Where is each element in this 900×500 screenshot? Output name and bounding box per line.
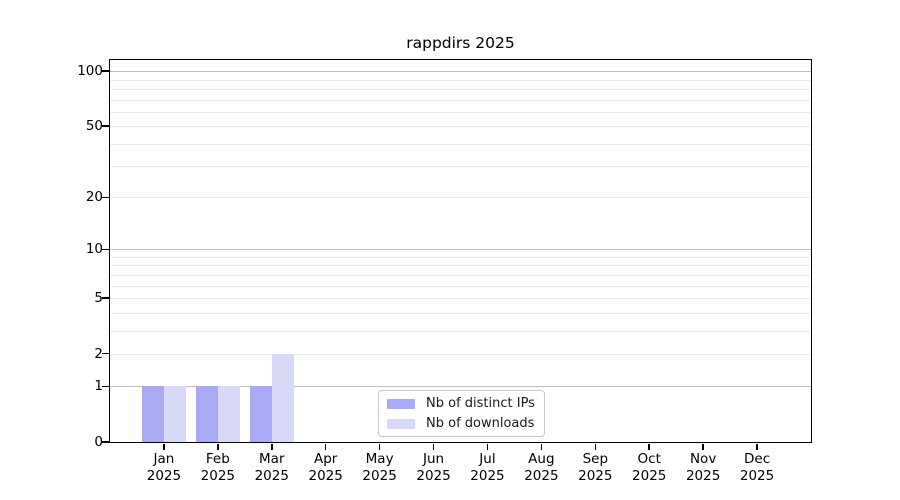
gridline — [110, 143, 811, 145]
x-tick-mark — [163, 443, 165, 450]
x-tick-label: Oct 2025 — [632, 451, 667, 484]
gridline — [110, 88, 811, 90]
legend-label: Nb of downloads — [426, 416, 535, 431]
gridline — [110, 386, 811, 388]
x-tick-label: Jan 2025 — [146, 451, 182, 484]
y-tick-mark — [101, 352, 109, 355]
bar-jan-downloads — [163, 386, 186, 442]
x-tick-label: Jul 2025 — [470, 451, 505, 484]
y-tick-mark — [101, 196, 109, 199]
x-tick-label: May 2025 — [362, 451, 397, 484]
legend-label: Nb of distinct IPs — [426, 396, 535, 411]
y-tick-mark — [101, 248, 109, 251]
bar-mar-ips — [249, 386, 272, 442]
x-tick-mark — [702, 443, 704, 450]
gridline — [110, 298, 811, 300]
y-tick-label: 50 — [85, 118, 103, 135]
x-tick-mark — [324, 443, 327, 450]
legend-item: Nb of distinct IPs — [387, 395, 536, 412]
x-tick-mark — [648, 443, 650, 450]
y-tick-mark — [101, 385, 109, 388]
bar-mar-downloads — [271, 353, 294, 442]
x-tick-mark — [217, 443, 219, 450]
gridline — [110, 126, 811, 128]
y-tick-label: 100 — [77, 63, 103, 80]
y-tick-label: 5 — [94, 290, 103, 307]
gridline — [110, 197, 811, 199]
x-tick-mark — [378, 443, 381, 450]
bar-feb-ips — [195, 386, 218, 442]
legend-swatch — [387, 398, 415, 409]
gridline — [110, 330, 811, 332]
gridline — [110, 79, 811, 81]
bar-jan-ips — [141, 386, 164, 442]
x-tick-label: Sep 2025 — [578, 451, 613, 484]
x-tick-label: Jun 2025 — [416, 451, 451, 484]
x-tick-label: Aug 2025 — [524, 451, 559, 484]
gridline — [110, 71, 811, 73]
x-tick-label: Mar 2025 — [254, 451, 289, 484]
y-tick-mark — [101, 125, 109, 127]
y-tick-mark — [101, 297, 109, 299]
x-tick-mark — [432, 443, 435, 450]
y-tick-mark — [101, 70, 109, 72]
y-tick-mark — [101, 441, 109, 443]
gridline — [110, 99, 811, 101]
gridline — [110, 312, 811, 314]
gridline — [110, 353, 811, 355]
x-tick-mark — [756, 443, 758, 450]
y-tick-label: 1 — [94, 378, 103, 395]
x-tick-mark — [271, 443, 273, 450]
gridline — [110, 274, 811, 276]
y-tick-label: 2 — [94, 345, 103, 362]
legend-swatch — [387, 418, 415, 429]
bar-feb-downloads — [217, 386, 240, 442]
x-tick-label: Dec 2025 — [739, 451, 775, 484]
gridline — [110, 285, 811, 287]
x-tick-label: Feb 2025 — [200, 451, 236, 484]
y-tick-label: 20 — [85, 189, 103, 206]
x-tick-mark — [594, 443, 597, 450]
legend-item: Nb of downloads — [387, 415, 536, 432]
gridline — [110, 257, 811, 258]
legend: Nb of distinct IPs Nb of downloads — [378, 390, 545, 437]
chart-title: rappdirs 2025 — [406, 34, 515, 52]
gridline — [110, 111, 811, 113]
x-tick-mark — [540, 443, 543, 450]
gridline — [110, 265, 811, 267]
gridline — [110, 249, 811, 251]
plot-area — [110, 60, 811, 442]
y-tick-label: 0 — [94, 434, 103, 450]
x-tick-mark — [486, 443, 489, 450]
gridline — [110, 166, 811, 168]
x-tick-label: Nov 2025 — [685, 451, 721, 484]
x-tick-label: Apr 2025 — [308, 451, 343, 484]
y-tick-label: 10 — [85, 241, 103, 258]
